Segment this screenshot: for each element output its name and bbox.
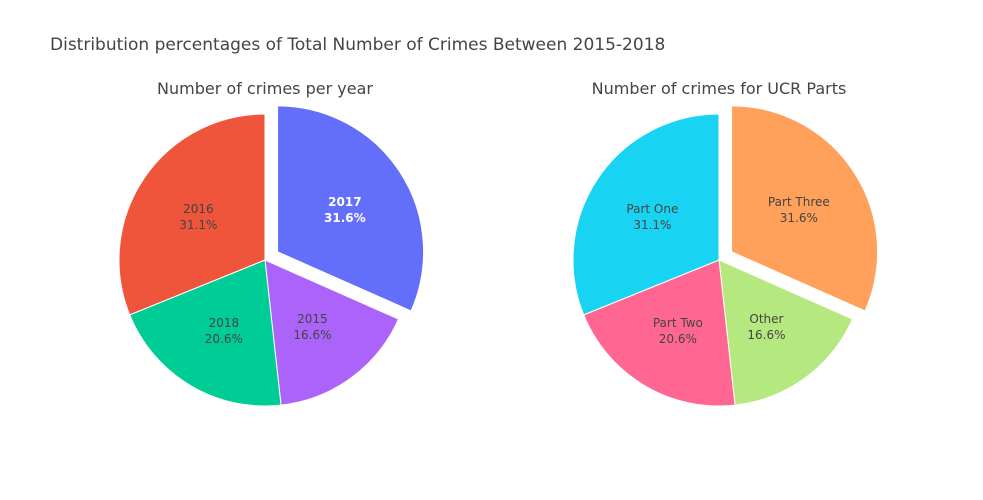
pie-slice-label-2018: 2018 20.6%: [205, 316, 243, 346]
pie-slice-part-one[interactable]: [572, 113, 720, 316]
slice-name: 2017: [328, 195, 361, 209]
slice-name: Part Three: [768, 195, 830, 209]
pie-title-year: Number of crimes per year: [157, 79, 373, 98]
pie-slice-other[interactable]: [718, 259, 854, 406]
slice-percent: 20.6%: [205, 332, 243, 346]
slice-name: 2018: [209, 316, 240, 330]
pie-slice-part-three[interactable]: [731, 105, 879, 312]
figure-title: Distribution percentages of Total Number…: [50, 35, 665, 55]
pie-year: 2017 31.6% 2015 16.6% 2018 20.6% 2016 31.1%: [118, 105, 425, 407]
slice-name: Part Two: [653, 316, 703, 330]
pie-slice-label-part-one: Part One 31.1%: [626, 202, 678, 232]
pie-slice-label-2016: 2016 31.1%: [179, 202, 217, 232]
pie-slice-label-part-two: Part Two 20.6%: [653, 316, 703, 346]
slice-percent: 20.6%: [659, 332, 697, 346]
pie-slice-label-2017: 2017 31.6%: [324, 195, 366, 225]
pie-slice-2016[interactable]: [118, 113, 266, 316]
pie-slice-label-part-three: Part Three 31.6%: [768, 195, 830, 225]
slice-percent: 31.1%: [633, 218, 671, 232]
slice-percent: 31.6%: [324, 211, 366, 225]
pie-slice-label-2015: 2015 16.6%: [293, 312, 331, 342]
slice-percent: 16.6%: [747, 328, 785, 342]
slice-percent: 16.6%: [293, 328, 331, 342]
slice-name: 2015: [297, 312, 328, 326]
slice-percent: 31.6%: [780, 211, 818, 225]
pie-slice-2018[interactable]: [129, 259, 282, 407]
slice-name: Part One: [626, 202, 678, 216]
pie-title-ucr: Number of crimes for UCR Parts: [592, 79, 847, 98]
pie-slice-2017[interactable]: [277, 105, 425, 312]
slice-percent: 31.1%: [179, 218, 217, 232]
pie-slice-label-other: Other 16.6%: [747, 312, 785, 342]
pie-ucr: Part Three 31.6%Other 16.6%Part Two 20.6%Pa…: [572, 105, 879, 407]
pie-slice-part-two[interactable]: [583, 259, 736, 407]
pie-slice-2015[interactable]: [264, 259, 400, 406]
slice-name: Other: [749, 312, 783, 326]
slice-name: 2016: [183, 202, 214, 216]
